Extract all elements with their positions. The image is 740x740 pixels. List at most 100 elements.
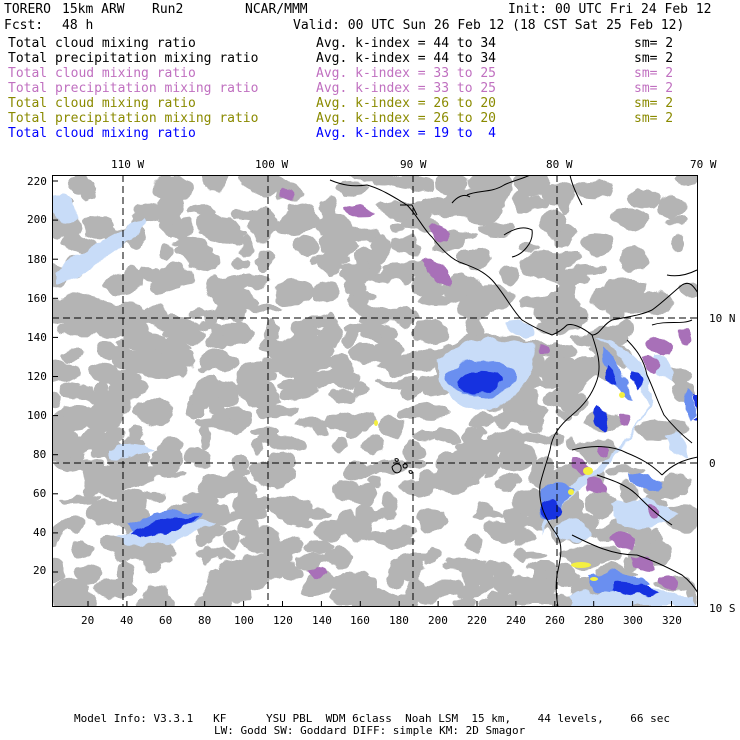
gray-cloud-patch — [503, 516, 546, 525]
gray-cloud-patch — [316, 212, 350, 239]
gray-cloud-patch — [479, 502, 493, 522]
gray-cloud-patch — [202, 175, 229, 191]
gray-cloud-patch — [324, 580, 347, 592]
gray-cloud-patch — [121, 268, 142, 293]
gray-cloud-patch — [251, 463, 266, 482]
gray-cloud-patch — [571, 179, 614, 199]
gray-cloud-patch — [245, 494, 288, 511]
gray-cloud-patch — [477, 601, 492, 607]
gray-cloud-patch — [424, 197, 467, 210]
gray-cloud-patch — [461, 567, 480, 588]
gray-cloud-patch — [372, 594, 396, 607]
y-tick: 100 — [27, 409, 47, 422]
cloud-field-gray — [52, 175, 698, 607]
gray-cloud-patch — [368, 476, 381, 491]
x-tick: 220 — [467, 614, 487, 627]
y-tick: 220 — [27, 175, 47, 188]
model-run: Run2 — [152, 2, 184, 17]
gray-cloud-patch — [522, 496, 539, 512]
model-resolution: 15km ARW — [62, 2, 125, 17]
x-tick: 240 — [506, 614, 526, 627]
lon-label-110w: 110 W — [111, 158, 145, 171]
y-tick: 40 — [33, 526, 47, 539]
gray-cloud-patch — [370, 175, 397, 188]
gray-cloud-patch — [198, 425, 211, 450]
gray-cloud-patch — [299, 553, 323, 572]
legend-field-7: Total cloud mixing ratio — [8, 126, 196, 141]
coastline — [329, 175, 698, 607]
gray-cloud-patch — [52, 521, 68, 535]
gray-cloud-patch — [455, 595, 476, 607]
gray-cloud-patch — [471, 413, 497, 428]
gray-cloud-patch — [76, 386, 97, 402]
gray-cloud-patch — [584, 493, 618, 517]
gray-cloud-patch — [318, 236, 361, 256]
gray-cloud-patch — [69, 577, 87, 586]
gray-cloud-patch — [232, 305, 246, 324]
gray-cloud-patch — [569, 361, 598, 375]
gray-cloud-patch — [68, 176, 90, 194]
gray-cloud-patch — [193, 548, 238, 560]
gray-cloud-patch — [52, 295, 65, 319]
gray-cloud-patch — [350, 520, 372, 541]
gray-cloud-patch — [465, 535, 487, 553]
gray-cloud-patch — [232, 453, 248, 475]
lat-label-10n: 10 N — [709, 312, 736, 325]
gray-cloud-patch — [378, 415, 407, 437]
y-tick: 60 — [33, 487, 47, 500]
legend-sm-3: sm= 2 — [634, 66, 674, 81]
x-tick: 300 — [623, 614, 643, 627]
gray-cloud-patch — [561, 390, 588, 413]
legend-sm-4: sm= 2 — [634, 81, 674, 96]
gray-cloud-patch — [185, 491, 220, 509]
gray-cloud-patch — [203, 332, 229, 348]
gray-cloud-patch — [255, 405, 297, 418]
gray-cloud-patch — [494, 411, 514, 426]
gray-cloud-patch — [620, 480, 635, 503]
gray-cloud-patch — [290, 204, 316, 225]
gray-cloud-patch — [364, 311, 392, 322]
gray-cloud-patch — [415, 470, 435, 494]
gray-cloud-patch — [62, 233, 88, 250]
gray-cloud-patch — [558, 192, 572, 213]
gray-cloud-patch — [324, 315, 338, 340]
y-tick: 20 — [33, 564, 47, 577]
gray-cloud-patch — [371, 271, 411, 283]
x-tick: 120 — [273, 614, 293, 627]
gray-cloud-patch — [234, 379, 275, 404]
gray-cloud-patch — [487, 428, 529, 453]
gray-cloud-patch — [557, 409, 572, 420]
gray-cloud-patch — [260, 342, 292, 354]
gray-cloud-patch — [339, 264, 374, 283]
gray-cloud-patch — [669, 369, 693, 381]
y-tick: 80 — [33, 448, 47, 461]
forecast-hours: 48 h — [62, 18, 94, 33]
gray-cloud-patch — [382, 491, 398, 512]
legend-kindex-6: Avg. k-index = 26 to 20 — [316, 111, 497, 126]
gray-cloud-patch — [331, 478, 362, 504]
gray-cloud-patch — [202, 579, 234, 606]
gray-cloud-patch — [247, 526, 282, 547]
gray-cloud-patch — [95, 378, 108, 397]
gray-cloud-patch — [67, 324, 99, 336]
gray-cloud-patch — [557, 356, 573, 370]
x-tick: 60 — [159, 614, 173, 627]
x-tick: 180 — [389, 614, 409, 627]
gray-cloud-patch — [412, 317, 450, 344]
x-tick: 40 — [120, 614, 134, 627]
gray-cloud-patch — [344, 323, 359, 349]
gray-cloud-patch — [656, 195, 687, 219]
gray-cloud-patch — [527, 415, 545, 431]
gray-cloud-patch — [578, 231, 615, 256]
gray-cloud-patch — [464, 315, 486, 342]
gray-cloud-patch — [236, 506, 253, 516]
gray-cloud-patch — [255, 226, 271, 242]
cloud-field-dark-blue — [127, 365, 698, 597]
gray-cloud-patch — [376, 200, 415, 217]
gray-cloud-patch — [153, 313, 190, 333]
gray-cloud-patch — [604, 275, 647, 301]
gray-cloud-patch — [60, 349, 85, 360]
gray-cloud-patch — [141, 490, 170, 500]
gray-cloud-patch — [493, 566, 514, 592]
x-tick: 80 — [198, 614, 212, 627]
